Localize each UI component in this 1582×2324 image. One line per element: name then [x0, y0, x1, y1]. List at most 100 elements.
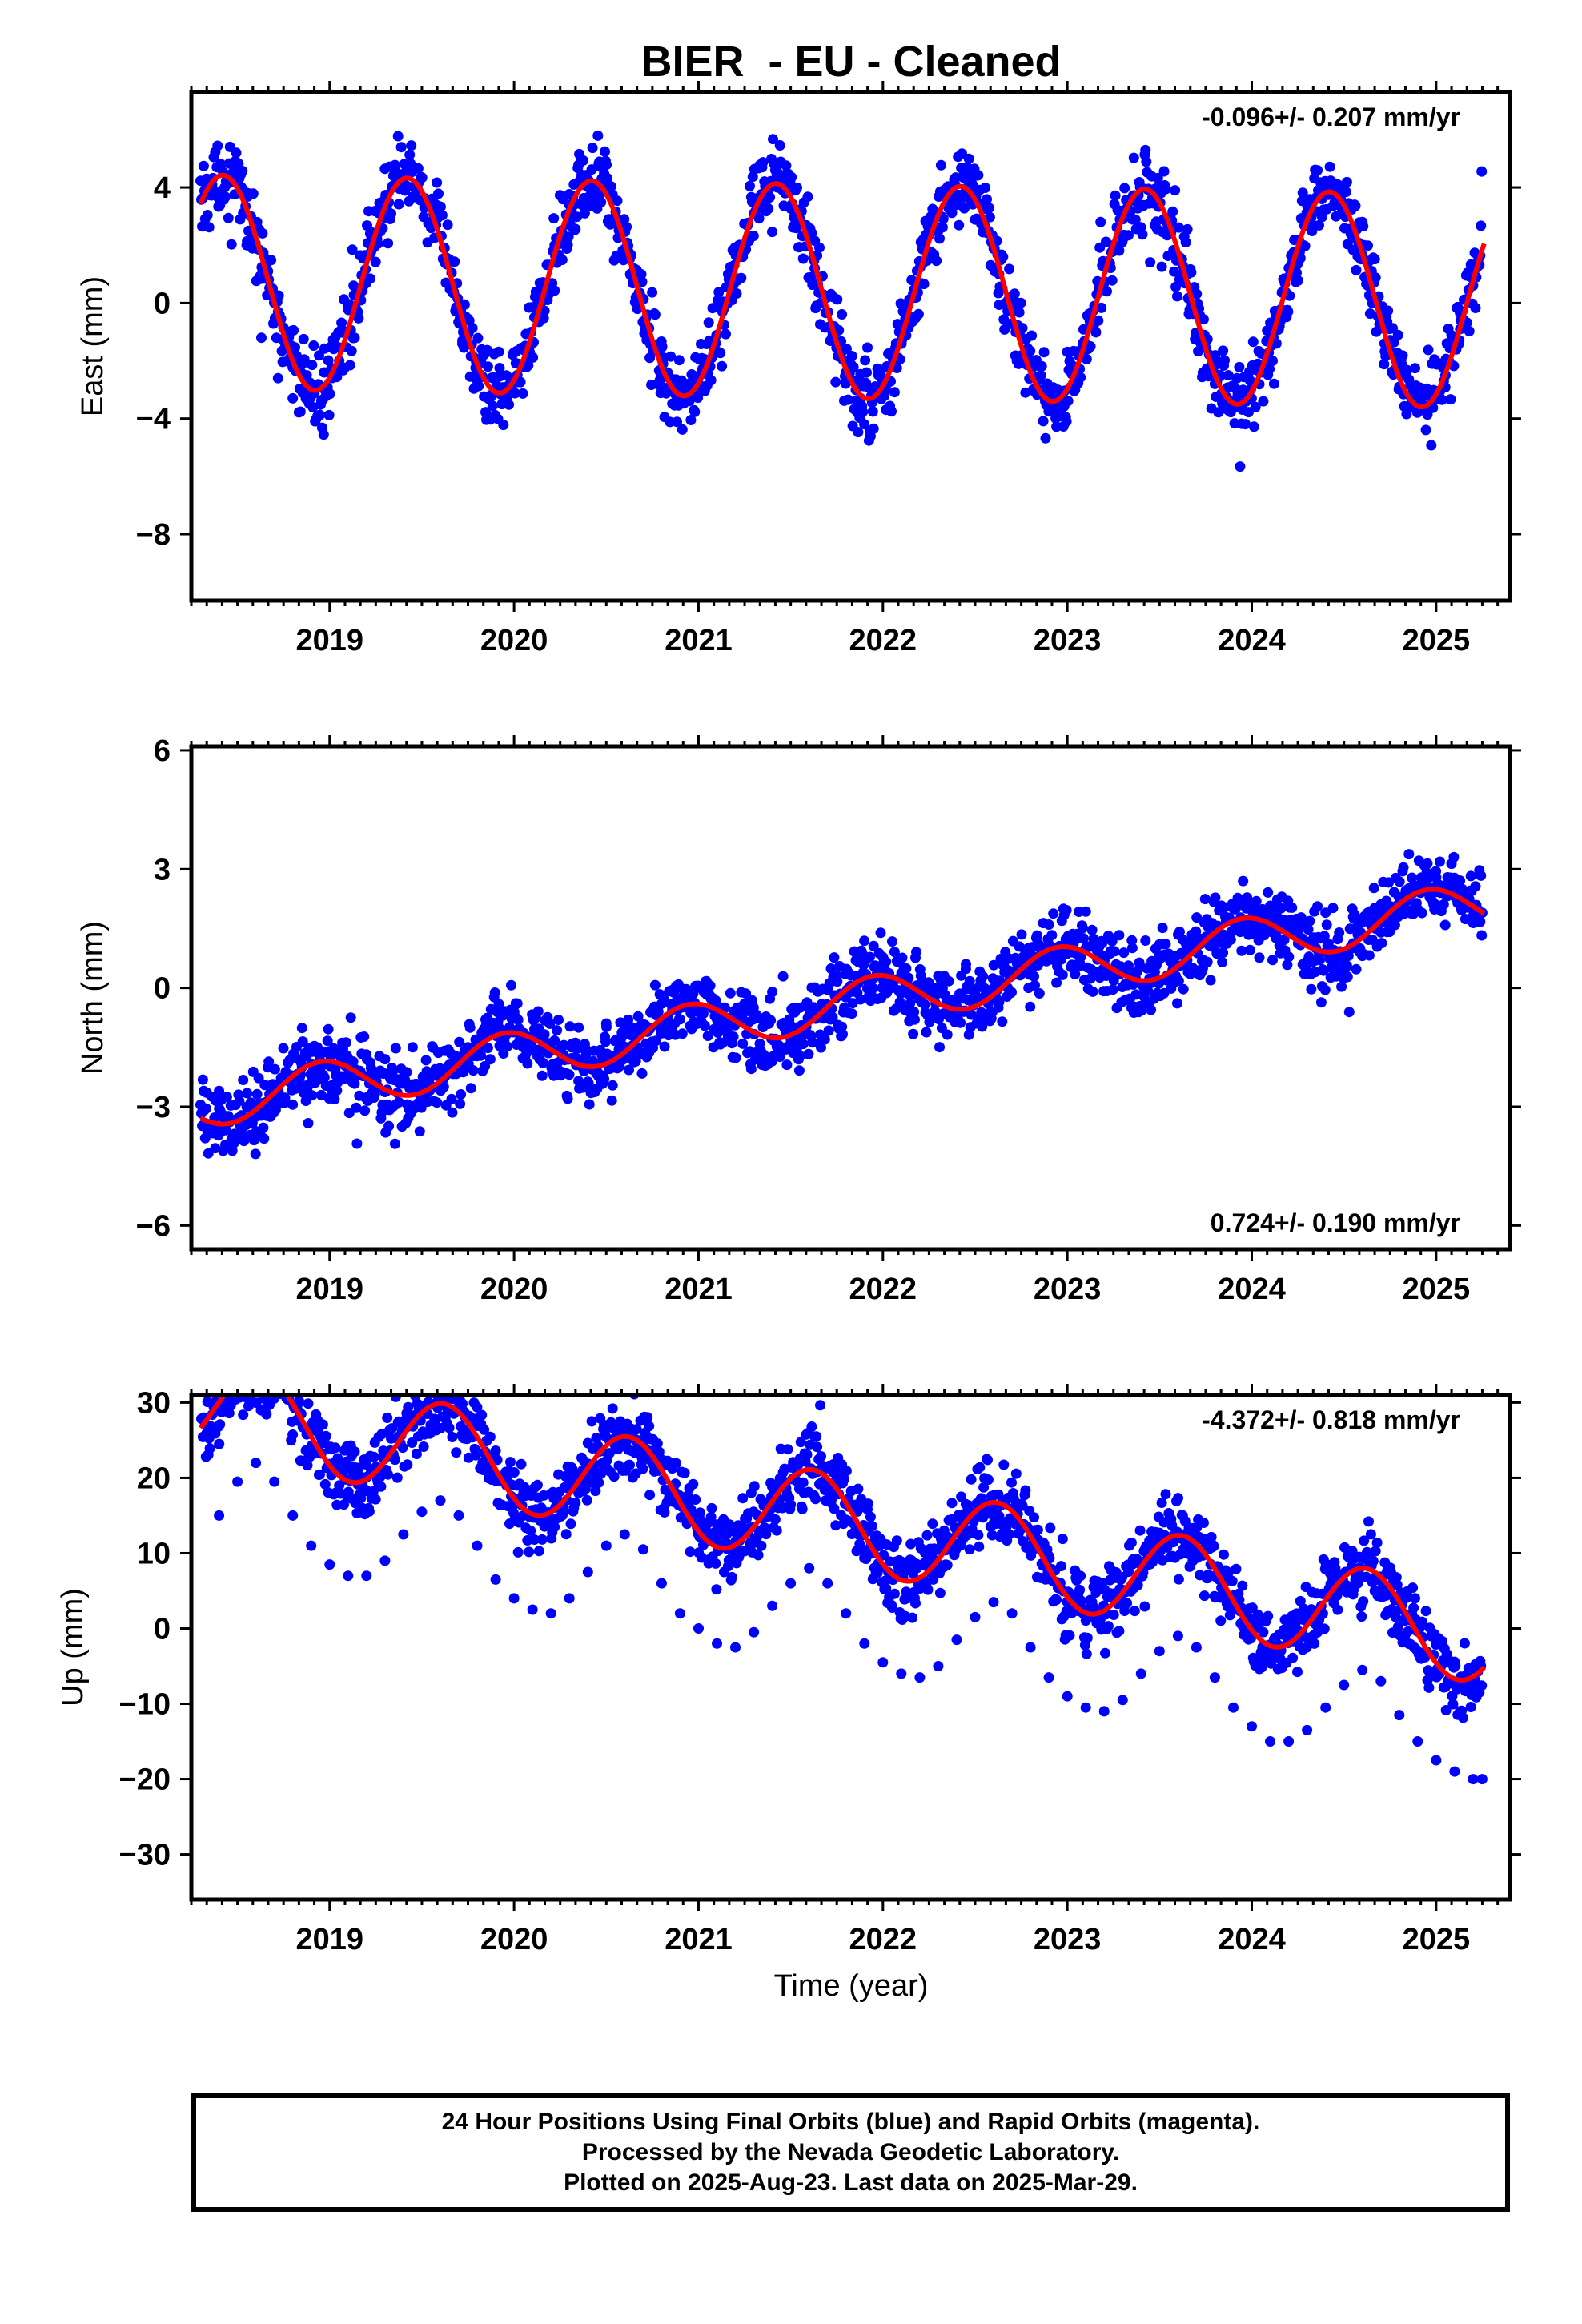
data-point: [933, 1661, 944, 1671]
data-point: [789, 1007, 801, 1018]
data-point: [1292, 275, 1303, 286]
data-point: [862, 342, 873, 353]
rate-annotation: 0.724+/- 0.190 mm/yr: [1211, 1208, 1460, 1237]
x-tick-label: 2021: [665, 624, 733, 657]
data-point: [819, 1034, 830, 1045]
data-point: [405, 158, 416, 169]
data-point: [247, 188, 259, 199]
data-point: [1170, 185, 1181, 196]
data-point: [446, 1093, 457, 1104]
data-point: [1025, 345, 1036, 356]
data-point: [506, 979, 516, 991]
data-point: [298, 333, 309, 344]
data-point: [1209, 1672, 1220, 1683]
data-point: [596, 197, 607, 207]
data-point: [955, 1017, 966, 1028]
data-point: [1218, 345, 1229, 356]
data-point: [273, 290, 284, 301]
data-point: [671, 1458, 681, 1469]
data-point: [889, 947, 900, 958]
data-point: [903, 972, 914, 983]
data-point: [737, 1038, 749, 1049]
data-point: [1448, 851, 1460, 862]
data-point: [753, 1550, 764, 1561]
data-point: [1420, 424, 1431, 436]
y-tick-label: 3: [154, 853, 171, 887]
data-point: [982, 194, 992, 205]
data-point: [1455, 875, 1466, 887]
data-point: [1410, 363, 1420, 374]
data-point: [906, 275, 917, 286]
data-point: [417, 1377, 428, 1388]
data-point: [1282, 959, 1293, 971]
data-point: [934, 233, 945, 244]
data-point: [1167, 206, 1178, 217]
data-point: [1110, 190, 1121, 201]
data-point: [407, 1042, 418, 1053]
data-point: [1061, 416, 1072, 427]
data-point: [822, 1578, 833, 1589]
data-point: [420, 1055, 432, 1066]
data-point: [978, 971, 989, 982]
data-point: [564, 1069, 575, 1080]
data-point: [1126, 943, 1138, 954]
data-point: [418, 1441, 429, 1452]
data-point: [1191, 288, 1203, 300]
data-point: [533, 1546, 544, 1557]
data-point: [421, 1377, 432, 1387]
data-point: [1314, 219, 1324, 231]
data-point: [913, 308, 924, 320]
data-point: [963, 153, 974, 164]
data-points: [196, 1346, 1488, 1785]
data-point: [1228, 1702, 1239, 1713]
data-point: [416, 172, 428, 183]
data-point: [887, 1602, 897, 1613]
data-point: [1009, 288, 1020, 300]
data-point: [508, 1467, 520, 1478]
data-point: [710, 1558, 721, 1569]
data-point: [861, 367, 872, 378]
data-point: [593, 1477, 604, 1488]
data-point: [482, 1043, 493, 1054]
data-point: [250, 1148, 261, 1160]
data-point: [308, 340, 319, 351]
data-point: [348, 280, 359, 292]
data-point: [268, 1361, 279, 1372]
data-point: [1397, 350, 1408, 361]
data-point: [839, 1474, 849, 1485]
data-point: [433, 188, 444, 199]
data-point: [247, 1362, 258, 1373]
data-point: [243, 1372, 253, 1382]
data-point: [652, 1438, 663, 1449]
data-point: [1174, 927, 1185, 937]
data-point: [1014, 307, 1025, 318]
data-point: [980, 183, 991, 193]
data-point: [269, 1063, 280, 1075]
data-point: [233, 1359, 243, 1369]
data-point: [525, 1525, 536, 1536]
data-point: [1078, 923, 1088, 934]
data-point: [1223, 370, 1234, 381]
data-point: [560, 1529, 572, 1540]
data-point: [263, 1346, 273, 1357]
data-point: [736, 272, 747, 283]
data-point: [349, 332, 360, 344]
data-point: [591, 1433, 602, 1444]
data-point: [1476, 870, 1487, 881]
data-point: [886, 406, 897, 417]
data-point: [317, 1419, 328, 1430]
data-point: [797, 253, 809, 264]
data-point: [730, 1642, 741, 1653]
data-point: [1006, 1477, 1017, 1488]
data-point: [1154, 1646, 1165, 1657]
data-point: [549, 285, 560, 296]
data-point: [637, 1463, 648, 1474]
data-point: [795, 1437, 806, 1448]
data-point: [794, 1051, 805, 1062]
data-point: [573, 1022, 584, 1033]
data-point: [221, 1092, 232, 1103]
data-point: [911, 947, 921, 958]
data-point: [621, 221, 632, 232]
data-point: [387, 1066, 398, 1077]
data-point: [223, 1377, 234, 1387]
